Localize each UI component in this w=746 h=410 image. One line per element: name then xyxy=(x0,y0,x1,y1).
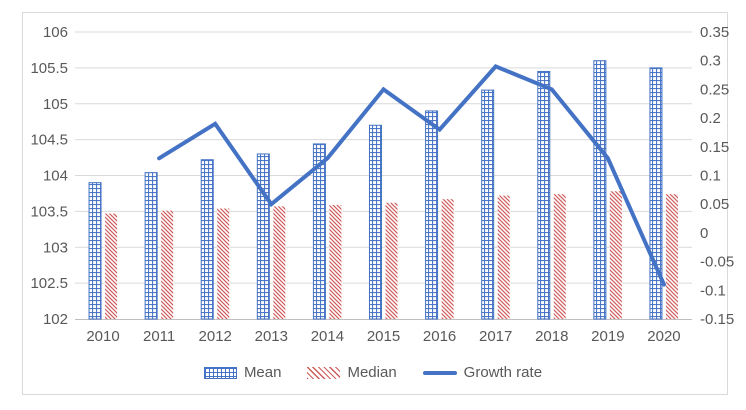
svg-text:2012: 2012 xyxy=(199,328,232,345)
svg-text:2017: 2017 xyxy=(479,328,512,345)
mean-bar xyxy=(369,124,382,320)
svg-text:0.1: 0.1 xyxy=(700,168,721,185)
median-swatch-icon xyxy=(307,366,341,379)
legend-item-growth-rate: Growth rate xyxy=(422,364,543,381)
legend-label-mean: Mean xyxy=(243,364,282,381)
gridlines xyxy=(75,31,692,284)
svg-text:105: 105 xyxy=(43,96,68,113)
right-axis-tick-labels: -0.15 -0.1 -0.05 0 0.05 0.1 0.15 0.2 0.25 0.3 0.35 xyxy=(700,24,734,328)
svg-text:0.2: 0.2 xyxy=(700,110,721,127)
svg-text:2015: 2015 xyxy=(367,328,400,345)
median-bar xyxy=(273,206,286,319)
x-axis-tick-labels: 2010 2011 2012 2013 2014 2015 2016 2017 2018 2019… xyxy=(86,328,680,345)
mean-bar xyxy=(425,110,439,320)
left-axis-tick-labels: 102 102.5 103 103.5 104 104.5 105 105.5 106 xyxy=(30,24,68,328)
svg-text:105.5: 105.5 xyxy=(30,60,68,77)
svg-text:104.5: 104.5 xyxy=(30,132,68,149)
median-bar xyxy=(105,213,118,319)
legend-item-median: Median xyxy=(307,364,397,381)
svg-text:-0.1: -0.1 xyxy=(700,282,726,299)
growth-rate-line-icon xyxy=(422,370,457,375)
median-bar xyxy=(161,210,174,319)
median-bar xyxy=(385,202,398,319)
growth-rate-line xyxy=(157,64,666,287)
median-bar xyxy=(497,195,510,319)
svg-text:2020: 2020 xyxy=(647,328,680,345)
svg-text:2014: 2014 xyxy=(311,328,344,345)
median-bar xyxy=(329,204,342,319)
mean-bar xyxy=(593,60,607,320)
mean-bar xyxy=(200,159,214,320)
svg-text:106: 106 xyxy=(43,24,68,41)
svg-text:104: 104 xyxy=(43,168,68,185)
median-bar xyxy=(217,208,230,319)
mean-bars xyxy=(88,60,663,320)
svg-text:2018: 2018 xyxy=(535,328,568,345)
legend-label-growth-rate: Growth rate xyxy=(463,364,543,381)
mean-bar xyxy=(481,89,495,320)
mean-bar xyxy=(88,182,102,320)
svg-text:2016: 2016 xyxy=(423,328,456,345)
svg-text:0.15: 0.15 xyxy=(700,139,729,156)
svg-text:0.3: 0.3 xyxy=(700,53,721,70)
legend-item-mean: Mean xyxy=(203,364,282,381)
median-bar xyxy=(441,199,454,319)
mean-bar xyxy=(649,67,663,320)
svg-text:2010: 2010 xyxy=(86,328,119,345)
svg-text:0.35: 0.35 xyxy=(700,24,729,41)
mean-bar xyxy=(537,70,551,320)
mean-bar xyxy=(144,172,158,320)
svg-text:0.25: 0.25 xyxy=(700,81,729,98)
svg-text:-0.05: -0.05 xyxy=(700,254,734,271)
mean-bar xyxy=(312,143,326,320)
svg-text:2013: 2013 xyxy=(255,328,288,345)
mean-swatch-icon xyxy=(203,366,237,379)
svg-text:103.5: 103.5 xyxy=(30,203,68,220)
mean-bar xyxy=(256,153,270,320)
legend-label-median: Median xyxy=(347,364,397,381)
svg-text:103: 103 xyxy=(43,239,68,256)
svg-text:2019: 2019 xyxy=(591,328,624,345)
median-bar xyxy=(665,194,678,319)
svg-text:0: 0 xyxy=(700,225,708,242)
median-bars xyxy=(105,191,678,319)
median-bar xyxy=(553,194,566,319)
svg-text:-0.15: -0.15 xyxy=(700,311,734,328)
svg-text:102: 102 xyxy=(43,311,68,328)
chart-legend: Mean Median Growth rate xyxy=(0,365,746,380)
svg-text:2011: 2011 xyxy=(143,328,175,345)
svg-text:0.05: 0.05 xyxy=(700,196,729,213)
median-bar xyxy=(609,191,622,319)
svg-text:102.5: 102.5 xyxy=(30,275,68,292)
